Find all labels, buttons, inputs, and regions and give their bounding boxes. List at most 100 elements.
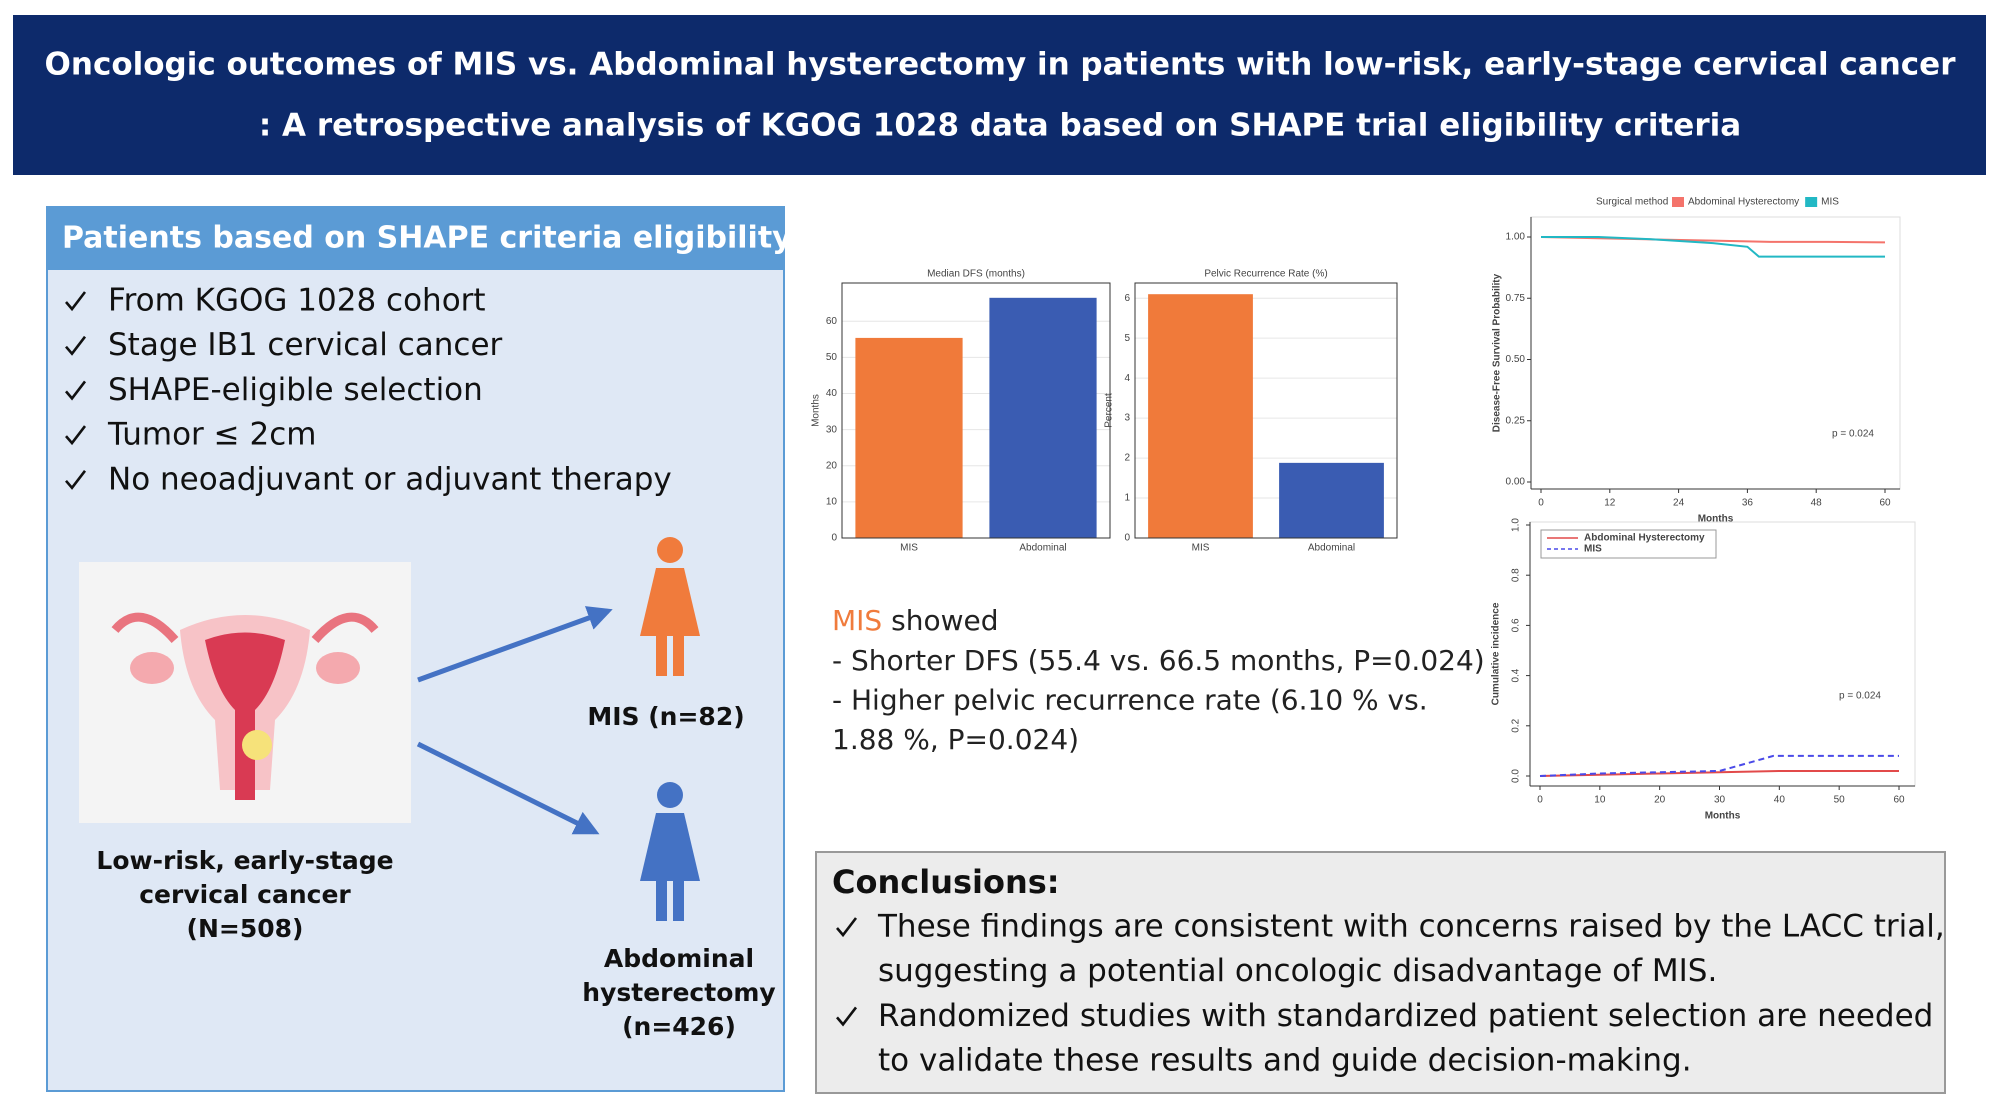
bar (989, 297, 1097, 538)
conclusions-heading: Conclusions: (832, 863, 1060, 901)
bar (1279, 462, 1384, 538)
x-tick-label: Abdominal (1308, 543, 1355, 554)
y-tick-label: 2 (1124, 453, 1130, 464)
y-tick-label: 5 (1124, 333, 1130, 344)
x-tick-label: 0 (1537, 795, 1543, 806)
eligibility-item: Tumor ≤ 2cm (107, 417, 316, 453)
finding-line: 1.88 %, P=0.024) (832, 723, 1079, 756)
series-line (1539, 769, 1899, 777)
cohort-label-line: cervical cancer (139, 880, 351, 909)
y-axis-label: Percent (1104, 393, 1115, 428)
eligibility-item: From KGOG 1028 cohort (108, 283, 486, 319)
conclusion-line: These findings are consistent with conce… (877, 909, 1945, 945)
x-tick-label: 60 (1879, 498, 1891, 509)
conclusion-line: to validate these results and guide deci… (878, 1043, 1692, 1079)
y-tick-label: 1 (1124, 493, 1130, 504)
y-tick-label: 10 (826, 497, 838, 508)
arrow (417, 606, 613, 683)
x-axis-label: Months (1705, 811, 1741, 822)
legend-title: Surgical method (1596, 197, 1668, 208)
x-axis-label: Months (1698, 514, 1734, 525)
eligibility-heading: Patients based on SHAPE criteria eligibi… (62, 221, 792, 256)
legend-label: MIS (1584, 544, 1602, 555)
annotation: p = 0.024 (1832, 429, 1874, 440)
y-tick-label: 0.00 (1506, 477, 1526, 488)
charts: Median DFS (months)Months0102030405060MI… (811, 197, 1916, 822)
y-tick-label: 1.0 (1511, 518, 1522, 532)
findings-lead: MIS showed (832, 604, 998, 637)
x-tick-label: 12 (1604, 498, 1616, 509)
y-tick-label: 6 (1124, 293, 1130, 304)
x-tick-label: 48 (1811, 498, 1823, 509)
y-tick-label: 0 (1124, 533, 1130, 544)
y-tick-label: 0.2 (1511, 718, 1522, 732)
legend-label: MIS (1821, 197, 1839, 208)
conclusions-list: These findings are consistent with conce… (836, 909, 1945, 1079)
y-tick-label: 0.50 (1506, 354, 1526, 365)
group-labels: MIS (n=82) Abdominal hysterectomy (n=426) (582, 702, 775, 1041)
highlight: MIS (832, 604, 882, 637)
series-line (1539, 754, 1899, 777)
eligibility-list: From KGOG 1028 cohort Stage IB1 cervical … (65, 283, 672, 497)
y-tick-label: 60 (826, 316, 838, 327)
y-tick-label: 50 (826, 352, 838, 363)
check-icon (836, 1006, 858, 1027)
series-line (1541, 236, 1885, 258)
check-icon (65, 291, 87, 312)
x-tick-label: MIS (1192, 543, 1210, 554)
legend-label: Abdominal Hysterectomy (1688, 197, 1799, 208)
plot-area (1529, 521, 1916, 787)
eligibility-heading-bar (47, 207, 784, 270)
title: : A retrospective analysis of KGOG 1028 … (259, 108, 1741, 144)
check-icon (65, 380, 87, 401)
arrow (416, 741, 600, 835)
check-icon (836, 917, 858, 938)
y-tick-label: 4 (1124, 373, 1130, 384)
eligibility-item: Stage IB1 cervical cancer (108, 327, 503, 363)
bar (855, 337, 963, 538)
legend-label: Abdominal Hysterectomy (1584, 533, 1705, 544)
x-tick-label: 36 (1742, 498, 1754, 509)
cohort-label: Low-risk, early-stage cervical cancer (N=5… (96, 846, 393, 943)
person-icon (640, 782, 700, 921)
legend-swatch (1805, 197, 1818, 207)
y-axis-label: Cumulative incidence (1491, 602, 1502, 705)
y-tick-label: 0.25 (1506, 415, 1526, 426)
group-label: MIS (n=82) (587, 702, 744, 731)
y-tick-label: 0.4 (1511, 668, 1522, 682)
chart-title: Median DFS (months) (927, 269, 1025, 280)
x-tick-label: 24 (1673, 498, 1685, 509)
y-tick-label: 0.75 (1506, 293, 1526, 304)
x-tick-label: MIS (900, 543, 918, 554)
axes-frame (841, 282, 1111, 539)
y-tick-label: 0.8 (1511, 568, 1522, 582)
finding-line: - Shorter DFS (55.4 vs. 66.5 months, P=0… (832, 644, 1485, 677)
x-tick-label: 10 (1594, 795, 1606, 806)
x-tick-label: 50 (1834, 795, 1846, 806)
bar (1148, 294, 1253, 538)
person-icon (640, 537, 700, 676)
y-axis-label: Disease-Free Survival Probability (1492, 273, 1503, 432)
cohort-label-line: (N=508) (187, 914, 304, 943)
chart-title: Pelvic Recurrence Rate (%) (1204, 269, 1327, 280)
conclusion-line: suggesting a potential oncologic disadva… (878, 953, 1717, 989)
check-icon (65, 425, 87, 446)
check-icon (65, 335, 87, 356)
x-tick-label: 40 (1774, 795, 1786, 806)
y-tick-label: 0 (831, 533, 837, 544)
x-tick-label: 20 (1654, 795, 1666, 806)
check-icon (65, 470, 87, 490)
y-tick-label: 1.00 (1506, 232, 1526, 243)
y-tick-label: 3 (1124, 413, 1130, 424)
y-axis-label: Months (811, 394, 822, 427)
x-tick-label: 0 (1538, 498, 1544, 509)
y-tick-label: 30 (826, 424, 838, 435)
series-line (1540, 236, 1886, 244)
findings: - Shorter DFS (55.4 vs. 66.5 months, P=0… (832, 644, 1485, 756)
legend-box (1540, 529, 1717, 559)
conclusion-line: Randomized studies with standardized pat… (878, 998, 1933, 1034)
y-tick-label: 20 (826, 460, 838, 471)
finding-line: - Higher pelvic recurrence rate (6.10 % … (832, 684, 1428, 717)
axes-frame (1134, 282, 1398, 539)
